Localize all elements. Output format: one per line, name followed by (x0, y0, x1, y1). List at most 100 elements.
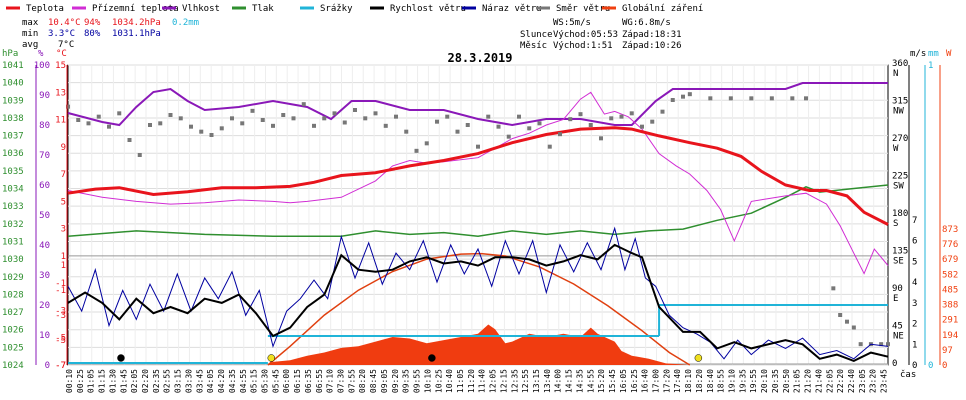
series-direction-point (66, 104, 70, 109)
axis-tick-time: 01:30 (108, 369, 117, 393)
axis-unit-ms: m/s (910, 49, 926, 59)
axis-tick-time: 01:45 (119, 369, 128, 393)
axis-tick-radiation: 873 (942, 225, 958, 235)
series-direction-point (96, 114, 101, 119)
series-direction-point (445, 114, 450, 119)
axis-tick-radiation: 291 (942, 316, 958, 326)
series-direction-point (650, 119, 655, 124)
axis-tick-humidity: 80 (39, 121, 50, 131)
axis-tick-time: 00:10 (65, 369, 74, 393)
series-direction-point (537, 121, 542, 126)
series-direction-point (687, 92, 692, 97)
axis-tick-radiation: 582 (942, 270, 958, 280)
axis-tick-direction: 315 (892, 97, 908, 107)
sun-set: Západ:18:31 (622, 30, 682, 40)
axis-tick-direction-name: W (893, 144, 899, 154)
series-direction-point (158, 121, 163, 126)
axis-tick-time: 13:40 (543, 369, 552, 393)
axis-tick-time: 06:55 (315, 369, 324, 393)
series-direction-point (831, 286, 836, 291)
series-direction-point (76, 118, 81, 122)
axis-tick-temp: 5 (61, 197, 66, 207)
series-direction-point (435, 119, 439, 124)
axis-tick-temp-lower: -5 (55, 336, 66, 346)
series-direction-point (879, 342, 884, 347)
axis-tick-time: 08:45 (369, 369, 378, 393)
axis-tick-humidity: 20 (39, 301, 50, 311)
axis-tick-radiation: 0 (942, 361, 947, 371)
axis-tick-wind: 7 (912, 216, 917, 226)
axis-tick-time: 10:40 (445, 369, 454, 393)
series-radiation-clearsky (267, 252, 691, 366)
moon-label: Měsíc (520, 41, 547, 51)
axis-tick-time: 03:15 (174, 369, 183, 393)
series-humidity (67, 82, 888, 127)
axis-tick-time: 04:55 (239, 369, 248, 393)
series-direction-point (790, 96, 795, 101)
sun-rise: Východ:05:53 (553, 30, 618, 40)
series-direction-point (568, 117, 573, 122)
axis-tick-temp: 13 (55, 88, 66, 98)
series-direction-point (728, 96, 733, 101)
axis-tick-pressure: 1033 (2, 202, 24, 212)
axis-tick-pressure: 1038 (2, 114, 24, 124)
axis-tick-humidity: 10 (39, 331, 50, 341)
axis-tick-direction-name: E (893, 294, 898, 304)
axis-tick-rain: 1 (928, 61, 933, 71)
axis-tick-pressure: 1037 (2, 132, 24, 142)
series-direction-point (851, 325, 856, 330)
axis-tick-time: 15:20 (597, 369, 606, 393)
axis-tick-pressure: 1035 (2, 167, 24, 177)
axis-tick-time: 11:05 (456, 369, 465, 393)
stats-min-hum: 80% (84, 29, 101, 39)
axis-tick-radiation: 388 (942, 301, 958, 311)
axis-tick-radiation: 485 (942, 285, 958, 295)
axis-tick-time: 02:20 (141, 369, 150, 393)
series-direction-point (86, 121, 91, 126)
series-direction-point (517, 114, 521, 119)
series-direction-point (414, 148, 419, 153)
axis-tick-time: 12:55 (521, 369, 530, 393)
series-ground-temp (67, 91, 889, 275)
series-direction-point (394, 114, 398, 119)
legend-label-vlhkost: Vlhkost (182, 4, 220, 14)
axis-tick-time: 16:25 (630, 369, 639, 393)
axis-tick-time: 04:05 (206, 369, 215, 393)
axis-tick-time: 21:40 (814, 369, 823, 393)
axis-tick-time: 20:50 (782, 369, 791, 393)
series-direction-point (332, 111, 337, 116)
axis-tick-time: 16:40 (641, 369, 650, 393)
series-direction-point (749, 96, 754, 101)
axis-tick-direction: 90 (892, 284, 903, 294)
axis-tick-radiation: 97 (942, 346, 953, 356)
series-direction-point (168, 113, 173, 117)
axis-tick-time: 09:35 (402, 369, 411, 393)
axis-tick-pressure: 1025 (2, 343, 24, 353)
series-direction-point (486, 114, 491, 119)
wind-ws: WS:5m/s (553, 18, 591, 28)
series-direction-point (301, 102, 306, 107)
axis-tick-direction: 135 (892, 247, 908, 257)
series-pressure (67, 184, 889, 237)
series-direction-point (199, 129, 204, 134)
axis-tick-time: 14:00 (554, 369, 563, 393)
legend-label-zareni: Globální záření (622, 4, 703, 14)
series-direction-point (527, 126, 532, 131)
series-direction-point (137, 153, 142, 157)
series-direction-point (619, 114, 624, 119)
series-direction-point (148, 123, 152, 127)
legend-label-tlak: Tlak (252, 4, 274, 14)
axis-tick-time: 14:35 (575, 369, 584, 393)
axis-tick-time: 07:30 (337, 369, 346, 393)
series-direction-point (404, 129, 409, 134)
axis-tick-humidity: 70 (39, 151, 50, 161)
axis-tick-time: 20:10 (760, 369, 769, 393)
series-direction-point (455, 129, 460, 134)
series-direction-point (640, 124, 644, 129)
axis-tick-temp-lower: -7 (55, 361, 66, 371)
axis-tick-time: 15:45 (608, 369, 617, 393)
stats-max-label: max (22, 18, 39, 28)
axis-tick-humidity: 0 (45, 361, 50, 371)
stats-min-press: 1031.1hPa (112, 29, 161, 39)
axis-tick-pressure: 1040 (2, 79, 24, 89)
